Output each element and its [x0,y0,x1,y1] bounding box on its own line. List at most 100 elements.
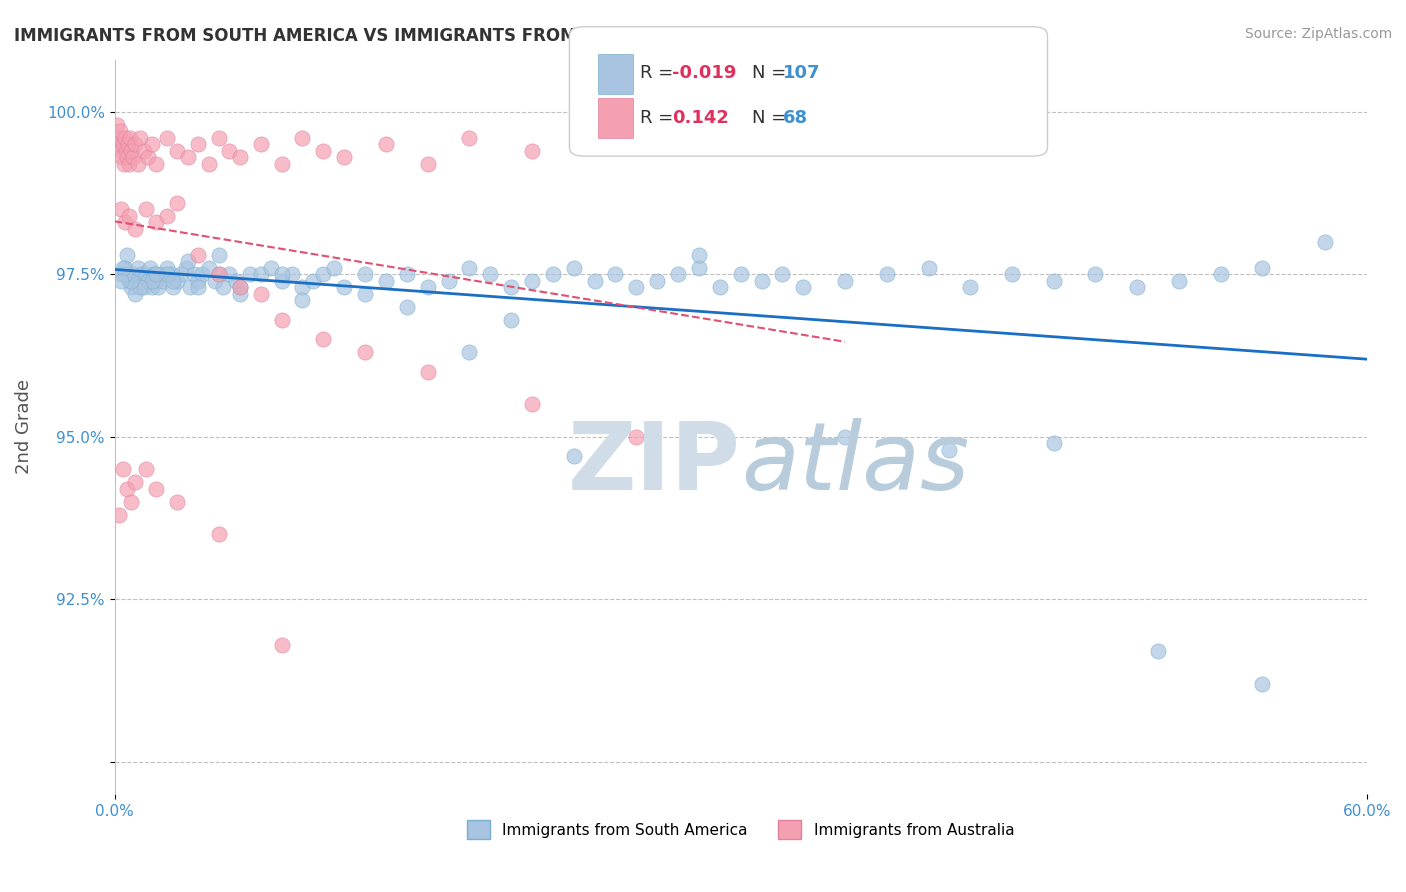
Point [218,267,240,281]
Point [834,274,856,288]
Point [501,312,523,326]
Point [110,202,132,216]
Text: 107: 107 [783,64,821,82]
Text: N =: N = [752,109,792,127]
Point [416,365,439,379]
Point [458,130,481,145]
Point [1001,267,1024,281]
Point [917,260,939,275]
Point [229,280,252,294]
Point [115,150,138,164]
Point [120,280,142,294]
Point [229,150,252,164]
Point [114,260,136,275]
Point [562,260,585,275]
Point [115,247,138,261]
Point [111,260,134,275]
Point [312,144,335,158]
Point [135,202,157,216]
Point [135,462,157,476]
Point [270,312,292,326]
Point [876,267,898,281]
Point [197,156,219,170]
Point [270,267,292,281]
Text: Source: ZipAtlas.com: Source: ZipAtlas.com [1244,27,1392,41]
Point [136,274,159,288]
Point [416,280,439,294]
Point [1147,644,1170,658]
Point [1167,274,1189,288]
Point [249,267,271,281]
Point [152,274,174,288]
Point [127,260,149,275]
Point [118,156,141,170]
Point [1251,676,1274,690]
Point [110,144,132,158]
Point [145,274,167,288]
Point [183,267,205,281]
Point [179,280,201,294]
Point [208,267,231,281]
Point [751,274,773,288]
Point [333,150,356,164]
Point [107,508,129,522]
Point [166,274,188,288]
Point [111,462,134,476]
Point [374,274,396,288]
Point [120,494,142,508]
Point [730,267,752,281]
Point [291,293,314,307]
Point [174,260,197,275]
Point [197,260,219,275]
Point [770,267,793,281]
Point [120,130,142,145]
Point [128,274,150,288]
Point [156,130,179,145]
Point [124,221,146,235]
Point [187,274,209,288]
Point [118,274,141,288]
Point [959,280,981,294]
Point [118,209,141,223]
Point [249,286,271,301]
Text: -0.019: -0.019 [672,64,737,82]
Point [1084,267,1107,281]
Point [170,267,193,281]
Point [191,267,214,281]
Point [458,345,481,359]
Point [156,209,179,223]
Point [160,267,183,281]
Point [208,527,231,541]
Point [208,247,231,261]
Point [117,137,139,152]
Text: R =: R = [640,109,679,127]
Point [156,260,179,275]
Point [108,124,131,138]
Point [166,195,188,210]
Point [162,274,184,288]
Text: atlas: atlas [741,418,969,509]
Point [124,137,146,152]
Point [354,345,377,359]
Point [145,215,167,229]
Point [111,137,134,152]
Point [1042,274,1064,288]
Point [688,260,710,275]
Point [312,267,335,281]
Point [208,267,231,281]
Point [834,429,856,443]
Point [626,280,648,294]
Point [208,130,231,145]
Point [270,156,292,170]
Point [131,267,153,281]
Point [416,156,439,170]
Point [114,267,136,281]
Point [229,280,252,294]
Text: R =: R = [640,64,679,82]
Point [132,280,155,294]
Point [128,130,150,145]
Point [479,267,502,281]
Point [112,156,135,170]
Point [270,274,292,288]
Point [249,137,271,152]
